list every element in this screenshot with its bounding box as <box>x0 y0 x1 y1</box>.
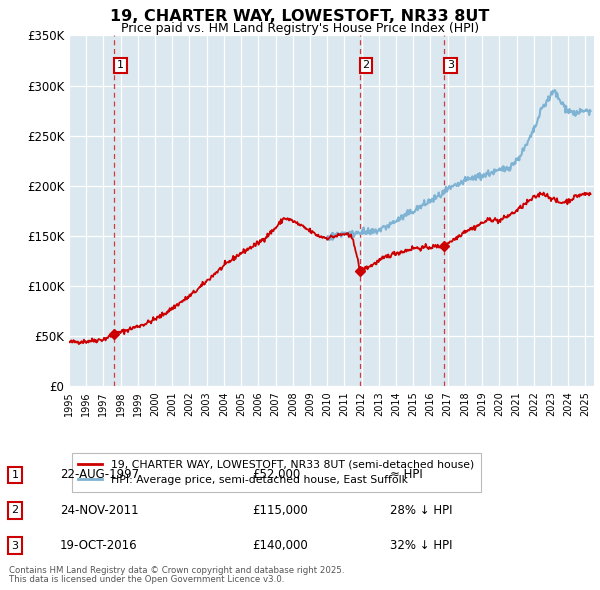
Text: 22-AUG-1997: 22-AUG-1997 <box>60 468 139 481</box>
Text: 2: 2 <box>11 506 19 515</box>
Text: Price paid vs. HM Land Registry's House Price Index (HPI): Price paid vs. HM Land Registry's House … <box>121 22 479 35</box>
Text: 19-OCT-2016: 19-OCT-2016 <box>60 539 137 552</box>
Text: ≈ HPI: ≈ HPI <box>390 468 423 481</box>
Text: 24-NOV-2011: 24-NOV-2011 <box>60 504 139 517</box>
Text: 32% ↓ HPI: 32% ↓ HPI <box>390 539 452 552</box>
Text: 1: 1 <box>117 61 124 70</box>
Text: 1: 1 <box>11 470 19 480</box>
Text: This data is licensed under the Open Government Licence v3.0.: This data is licensed under the Open Gov… <box>9 575 284 584</box>
Legend: 19, CHARTER WAY, LOWESTOFT, NR33 8UT (semi-detached house), HPI: Average price, : 19, CHARTER WAY, LOWESTOFT, NR33 8UT (se… <box>72 453 481 491</box>
Text: 3: 3 <box>447 61 454 70</box>
Text: 19, CHARTER WAY, LOWESTOFT, NR33 8UT: 19, CHARTER WAY, LOWESTOFT, NR33 8UT <box>110 9 490 24</box>
Text: 2: 2 <box>362 61 370 70</box>
Text: 3: 3 <box>11 541 19 550</box>
Text: £115,000: £115,000 <box>252 504 308 517</box>
Text: 28% ↓ HPI: 28% ↓ HPI <box>390 504 452 517</box>
Text: £52,000: £52,000 <box>252 468 300 481</box>
Text: Contains HM Land Registry data © Crown copyright and database right 2025.: Contains HM Land Registry data © Crown c… <box>9 566 344 575</box>
Text: £140,000: £140,000 <box>252 539 308 552</box>
